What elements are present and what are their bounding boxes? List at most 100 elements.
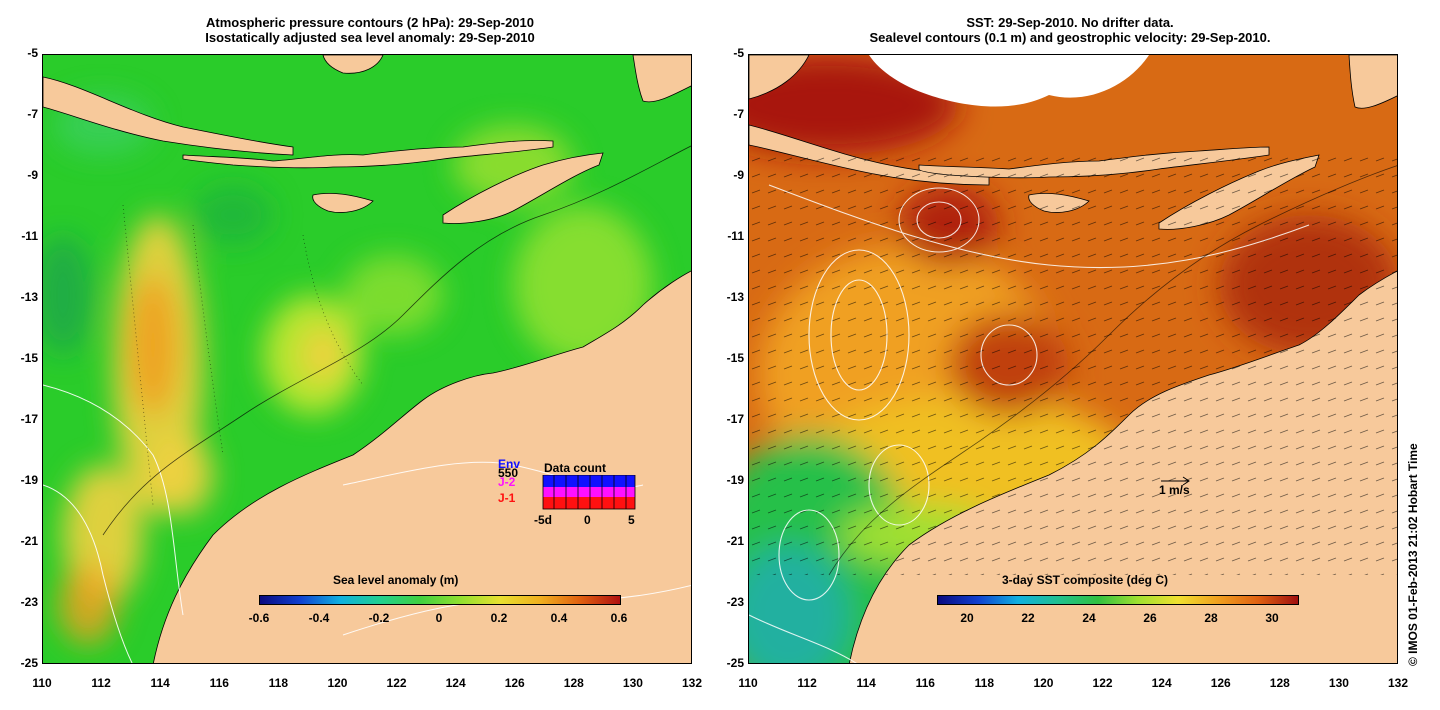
right-map-panel: 1 m/s 3-day SST composite (deg C) 20 22 … (748, 54, 1398, 664)
inset-sat-env: Env (498, 457, 521, 471)
right-xtick: 118 (974, 676, 995, 690)
left-title-line2: Isostatically adjusted sea level anomaly… (205, 30, 535, 45)
left-title-line1: Atmospheric pressure contours (2 hPa): 2… (206, 15, 534, 30)
right-ytick: -21 (726, 534, 744, 548)
sealevel-contour (830, 279, 888, 391)
java-island (43, 76, 294, 156)
right-ytick: -17 (726, 412, 744, 426)
sealevel-contour (778, 509, 840, 601)
left-ytick: -9 (27, 168, 38, 182)
sea-level-anomaly-map (43, 55, 691, 663)
inset-title: Data count (544, 461, 607, 475)
sealevel-contour (868, 444, 930, 526)
sealevel-contour (808, 249, 910, 421)
right-xtick: 132 (1387, 676, 1409, 690)
inset-sat-j2: J-2 (498, 475, 516, 489)
sealevel-contour (898, 187, 980, 253)
right-colorbar-label: 3-day SST composite (deg C) (1001, 573, 1169, 587)
right-ytick: -9 (733, 168, 744, 182)
inset-bar-j2 (543, 487, 635, 497)
timor-island (442, 152, 604, 224)
australia-land (153, 270, 691, 663)
anomaly-blob (128, 275, 178, 415)
right-xtick: 110 (738, 676, 758, 690)
right-ytick: -15 (726, 351, 744, 365)
pressure-contour (43, 384, 184, 616)
sealevel-contour (980, 324, 1038, 386)
inset-bars (542, 475, 636, 510)
left-cbar-tick: -0.4 (308, 611, 330, 625)
left-xtick: 112 (91, 676, 111, 690)
right-title: SST: 29-Sep-2010. No drifter data. Seale… (810, 15, 1330, 45)
right-xtick: 128 (1269, 676, 1290, 690)
left-ytick: -17 (20, 412, 38, 426)
right-cbar-tick: 20 (960, 611, 974, 625)
left-xtick: 124 (445, 676, 466, 690)
right-colorbar (937, 595, 1299, 605)
anomaly-blob (193, 185, 273, 245)
inset-xtick: -5d (534, 513, 552, 527)
right-xtick: 112 (797, 676, 817, 690)
right-ytick: -5 (733, 46, 744, 60)
right-xtick: 122 (1092, 676, 1113, 690)
shelf-contour (828, 165, 1397, 576)
lesser-sunda-islands (182, 140, 554, 169)
right-cbar-tick: 22 (1021, 611, 1035, 625)
left-ytick: -23 (20, 595, 38, 609)
right-xtick: 114 (856, 676, 876, 690)
right-ytick: -11 (727, 229, 744, 243)
inset-xtick: 0 (584, 513, 591, 527)
left-xtick: 114 (150, 676, 170, 690)
anomaly-blob (513, 205, 653, 365)
credit-text: © IMOS 01-Feb-2013 21:02 Hobart Time (1406, 443, 1420, 666)
inset-count-label: 550 (498, 466, 519, 480)
pressure-contour (43, 484, 133, 663)
anomaly-blob (43, 235, 93, 355)
sealevel-contour (916, 201, 962, 239)
anomaly-blob (58, 565, 118, 645)
right-xtick: 116 (915, 676, 935, 690)
right-xtick: 124 (1151, 676, 1172, 690)
left-xtick: 118 (268, 676, 289, 690)
left-cbar-tick: 0 (435, 611, 443, 625)
inset-sat-j1: J-1 (498, 491, 516, 505)
left-cbar-tick: 0.2 (490, 611, 508, 625)
sst-map (749, 55, 1397, 663)
left-xtick: 132 (681, 676, 703, 690)
north-islands (322, 55, 384, 74)
left-colorbar (259, 595, 621, 605)
left-xtick: 130 (622, 676, 643, 690)
left-cbar-tick: 0.6 (610, 611, 628, 625)
sealevel-contour (749, 614, 857, 663)
cloud-gap (869, 55, 1149, 107)
left-ytick: -25 (20, 656, 38, 670)
left-cbar-tick: -0.6 (248, 611, 270, 625)
shelf-contour (102, 145, 691, 536)
anomaly-blob (301, 327, 345, 383)
left-ytick: -7 (27, 107, 38, 121)
right-cbar-tick: 28 (1204, 611, 1218, 625)
right-xtick: 120 (1033, 676, 1054, 690)
right-ytick: -19 (726, 473, 744, 487)
right-title-line2: Sealevel contours (0.1 m) and geostrophi… (869, 30, 1271, 45)
right-xtick: 130 (1328, 676, 1349, 690)
left-xtick: 120 (327, 676, 348, 690)
anomaly-blob (343, 255, 443, 335)
left-title: Atmospheric pressure contours (2 hPa): 2… (150, 15, 590, 45)
left-xtick: 110 (32, 676, 52, 690)
left-colorbar-label: Sea level anomaly (m) (333, 573, 459, 587)
data-count-inset: Env 550 J-2 J-1 Data count -5d 0 5 (498, 457, 658, 537)
left-cbar-tick: 0.4 (550, 611, 568, 625)
sumba-island (312, 193, 374, 213)
left-xtick: 122 (386, 676, 407, 690)
left-xtick: 128 (563, 676, 584, 690)
right-ytick: -13 (726, 290, 744, 304)
left-ytick: -13 (20, 290, 38, 304)
velocity-field (749, 155, 1397, 575)
inset-xtick: 5 (628, 513, 635, 527)
left-ytick: -5 (27, 46, 38, 60)
right-cbar-tick: 26 (1143, 611, 1157, 625)
anomaly-blob (153, 435, 213, 515)
anomaly-contour (302, 234, 364, 386)
left-xtick: 126 (504, 676, 525, 690)
